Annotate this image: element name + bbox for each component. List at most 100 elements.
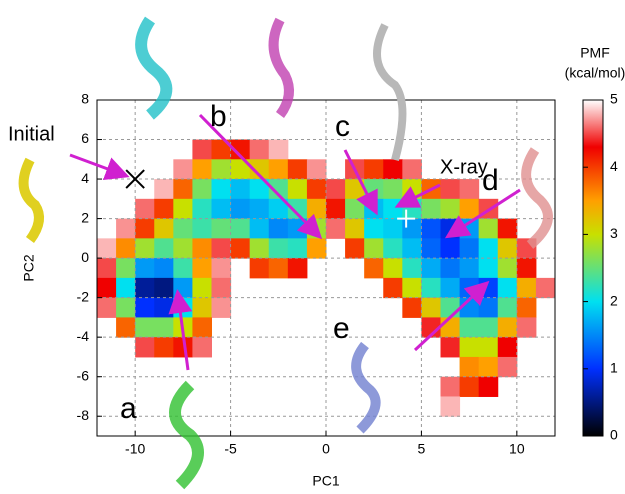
heatmap-cell	[307, 199, 327, 219]
heatmap-cell	[441, 337, 461, 357]
heatmap-cell	[212, 159, 232, 179]
heatmap-cell	[402, 159, 422, 179]
heatmap-cell	[498, 337, 518, 357]
heatmap-cell	[441, 317, 461, 337]
heatmap-cell	[479, 298, 499, 318]
heatmap-cell	[250, 219, 270, 239]
heatmap-cell	[231, 199, 251, 219]
y-tick-label: -4	[77, 328, 90, 344]
heatmap-cell	[288, 258, 308, 278]
heatmap-cell	[192, 199, 212, 219]
y-tick-label: -2	[77, 288, 90, 304]
heatmap-cell	[173, 199, 193, 219]
heatmap-cell	[154, 179, 174, 199]
heatmap-cell	[498, 278, 518, 298]
colorbar-label: (kcal/mol)	[565, 65, 625, 81]
heatmap-cell	[364, 219, 384, 239]
heatmap-cell	[383, 179, 403, 199]
heatmap-cell	[135, 219, 155, 239]
heatmap-cell	[326, 199, 346, 219]
heatmap-cell	[383, 258, 403, 278]
heatmap-cell	[192, 159, 212, 179]
heatmap-cell	[441, 179, 461, 199]
heatmap-cell	[97, 258, 117, 278]
y-tick-label: 6	[81, 130, 89, 146]
heatmap-cell	[383, 159, 403, 179]
heatmap-cell	[250, 238, 270, 258]
structure-d	[526, 150, 548, 245]
heatmap-cell	[383, 199, 403, 219]
heatmap-cell	[116, 278, 136, 298]
heatmap-cell	[307, 159, 327, 179]
heatmap-cell	[212, 199, 232, 219]
structure-initial	[24, 160, 39, 240]
x-tick-label: 5	[418, 441, 426, 457]
heatmap-cell	[441, 199, 461, 219]
heatmap-cell	[250, 258, 270, 278]
heatmap-cell	[231, 238, 251, 258]
heatmap-cell	[135, 298, 155, 318]
heatmap-cell	[441, 278, 461, 298]
heatmap-cell	[250, 140, 270, 160]
heatmap-cell	[288, 179, 308, 199]
heatmap-cell	[421, 199, 441, 219]
annotation: e	[333, 312, 350, 345]
heatmap-cell	[326, 219, 346, 239]
y-axis-label: PC2	[21, 254, 37, 281]
colorbar-tick-label: 1	[610, 360, 618, 376]
y-tick-label: 0	[81, 249, 89, 265]
heatmap-cell	[421, 298, 441, 318]
heatmap-cell	[383, 278, 403, 298]
x-axis-label: PC1	[312, 473, 339, 489]
heatmap-cell	[441, 396, 461, 416]
heatmap-cell	[173, 159, 193, 179]
x-tick-label: 0	[322, 441, 330, 457]
heatmap-cell	[479, 258, 499, 278]
heatmap-cell	[498, 258, 518, 278]
heatmap-cell	[364, 238, 384, 258]
heatmap-cell	[135, 317, 155, 337]
heatmap-cell	[402, 238, 422, 258]
structure-top	[274, 20, 289, 115]
heatmap-cell	[173, 258, 193, 278]
heatmap-cell	[402, 258, 422, 278]
heatmap-cell	[288, 238, 308, 258]
heatmap-cell	[212, 278, 232, 298]
heatmap-cell	[154, 298, 174, 318]
heatmap-cell	[192, 278, 212, 298]
colorbar-tick-label: 4	[610, 158, 618, 174]
heatmap-cell	[517, 317, 537, 337]
heatmap-cell	[345, 199, 365, 219]
heatmap-cell	[154, 199, 174, 219]
heatmap-cell	[307, 238, 327, 258]
structure-b	[141, 20, 166, 115]
heatmap-cell	[154, 258, 174, 278]
heatmap-cell	[116, 238, 136, 258]
heatmap-cell	[192, 258, 212, 278]
heatmap-cell	[421, 238, 441, 258]
heatmap-cell	[212, 298, 232, 318]
annotation: X-ray	[440, 156, 488, 178]
heatmap-cell	[498, 298, 518, 318]
heatmap-cell	[116, 258, 136, 278]
y-tick-label: -6	[77, 367, 90, 383]
heatmap-cell	[250, 199, 270, 219]
heatmap-cell	[421, 278, 441, 298]
y-tick-label: 2	[81, 209, 89, 225]
heatmap-cell	[212, 179, 232, 199]
heatmap-cell	[441, 298, 461, 318]
annotation: c	[335, 110, 350, 143]
heatmap-cell	[269, 219, 289, 239]
heatmap-cell	[269, 140, 289, 160]
heatmap-cell	[383, 238, 403, 258]
heatmap-cell	[269, 159, 289, 179]
heatmap-cell	[97, 278, 117, 298]
heatmap-cell	[421, 258, 441, 278]
heatmap-cell	[479, 219, 499, 239]
heatmap-cell	[498, 238, 518, 258]
heatmap-cell	[192, 179, 212, 199]
heatmap-cell	[269, 238, 289, 258]
heatmap-cell	[517, 278, 537, 298]
heatmap-cell	[498, 219, 518, 239]
colorbar-tick-label: 3	[610, 225, 618, 241]
